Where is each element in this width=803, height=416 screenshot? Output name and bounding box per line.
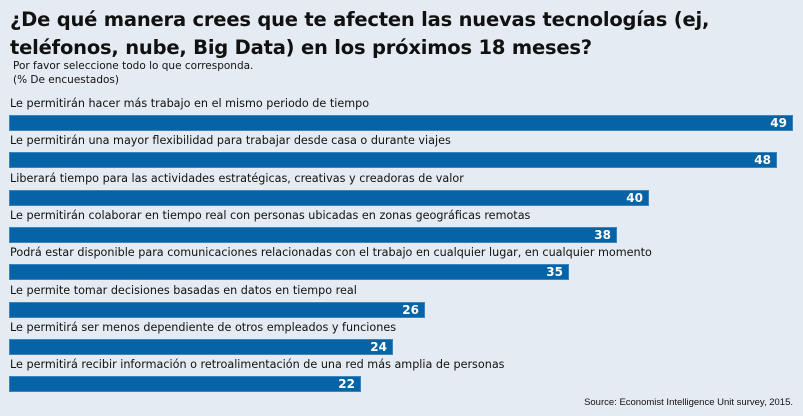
bar-value-label: 49 (770, 116, 787, 130)
bar-label: Le permite tomar decisiones basadas en d… (10, 283, 357, 297)
bar: 22 (9, 376, 361, 393)
bar-label: Le permitirán una mayor flexibilidad par… (10, 134, 451, 148)
bar: 49 (9, 115, 793, 131)
bar: 38 (9, 226, 617, 243)
source-note: Source: Economist Intelligence Unit surv… (584, 397, 793, 408)
bar-value-label: 24 (370, 339, 387, 354)
unit-note: (% De encuestados) (13, 74, 119, 86)
bar-label: Le permitirán hacer más trabajo en el mi… (10, 97, 370, 110)
bar: 35 (9, 264, 569, 281)
chart-subtitle: Por favor seleccione todo lo que corresp… (13, 60, 254, 72)
bar-label: Le permitirán colaborar en tiempo real c… (10, 208, 531, 222)
chart-title: ¿De qué manera crees que te afecten las … (10, 8, 710, 59)
bar: 24 (9, 338, 393, 355)
bar-value-label: 48 (754, 153, 771, 168)
bar: 26 (9, 301, 425, 318)
bar: 40 (9, 189, 649, 206)
bar-value-label: 35 (546, 265, 563, 280)
bar-label: Le permitirá recibir información o retro… (10, 358, 505, 372)
bar-value-label: 40 (626, 190, 643, 205)
bar-value-label: 38 (594, 227, 611, 242)
bar-value-label: 22 (338, 377, 355, 392)
bar-value-label: 26 (402, 302, 419, 317)
bar: 48 (9, 152, 777, 169)
bar-label: Liberará tiempo para las actividades est… (10, 171, 464, 185)
bar-label: Le permitirá ser menos dependiente de ot… (10, 320, 397, 334)
bar-label: Podrá estar disponible para comunicacion… (10, 246, 652, 260)
